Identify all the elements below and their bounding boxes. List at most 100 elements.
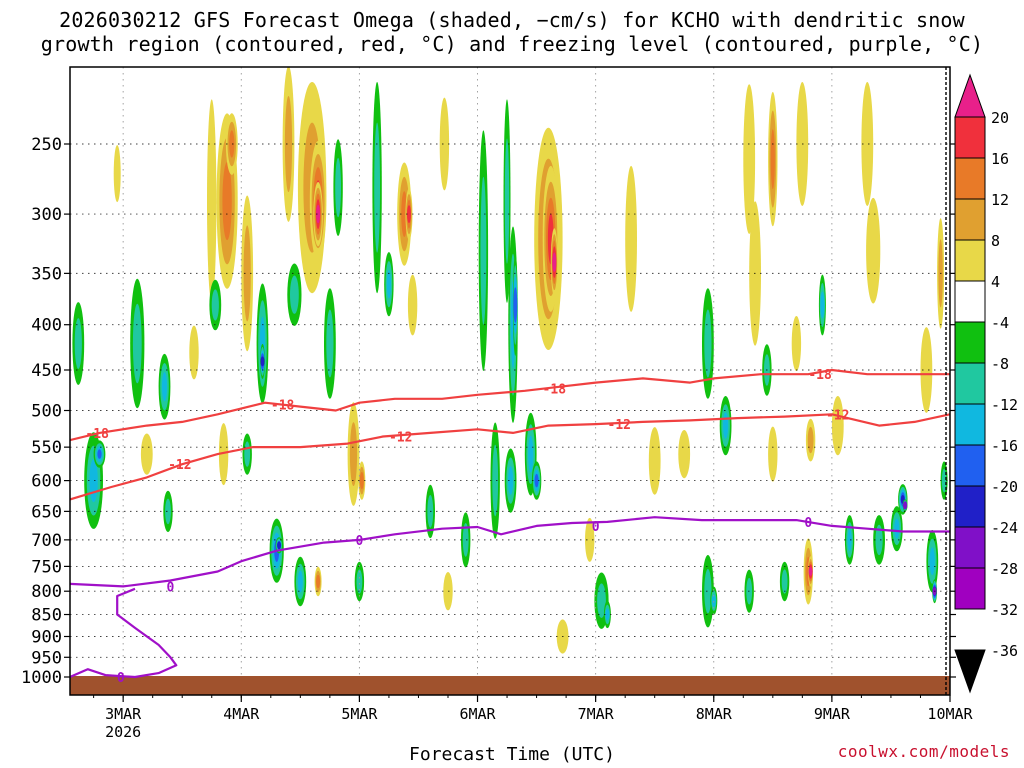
colorbar-label: -16 [991,437,1018,455]
y-tick-label: 800 [31,582,62,602]
omega-contour-fill [113,145,121,203]
omega-contour-fill [894,518,900,539]
omega-contour-fill [132,303,142,384]
omega-feature [407,274,418,336]
colorbar-label: -12 [991,396,1018,414]
omega-contour-fill [207,99,217,303]
colorbar-label: 12 [991,191,1009,209]
credit-link[interactable]: coolwx.com/models [837,742,1010,761]
omega-contour-fill [492,444,499,517]
omega-contour-fill [349,422,358,486]
omega-contour-fill [625,165,637,312]
omega-feature [648,427,661,495]
omega-contour-fill [260,356,265,367]
colorbar-label: 4 [991,273,1000,291]
omega-feature [743,84,756,234]
colorbar-bin [954,526,986,569]
y-tick-label: 950 [31,648,62,668]
omega-feature [163,490,173,533]
y-tick-label: 900 [31,627,62,647]
omega-feature [818,274,826,336]
colorbar-label: -4 [991,314,1009,332]
omega-feature [354,561,365,602]
omega-feature [920,327,933,413]
omega-feature [805,418,816,462]
omega-contour-fill [861,82,874,206]
omega-contour-fill [808,567,813,576]
omega-feature [358,461,366,500]
omega-contour-fill [284,96,293,192]
omega-feature [603,600,611,629]
contour-label: 0 [804,516,812,531]
omega-feature [313,182,323,247]
colorbar-label: 8 [991,232,1000,250]
colorbar-label: 16 [991,150,1009,168]
colorbar-bin [954,239,986,282]
omega-contour-fill [439,97,450,191]
colorbar-label: 20 [991,109,1009,127]
omega-contour-fill [597,583,606,618]
x-tick-label: 8MAR [696,705,733,723]
omega-contour-fill [243,225,251,322]
omega-feature [93,440,106,468]
omega-feature [702,288,714,399]
ground-terrain [70,676,950,695]
omega-feature [72,302,85,385]
omega-feature [225,113,238,175]
omega-contour-fill [743,84,756,234]
x-tick-year-label: 2026 [105,723,141,741]
chart-title-line-1: 2026030212 GFS Forecast Omega (shaded, −… [59,8,965,32]
colorbar-bin [954,485,986,528]
omega-feature [702,555,714,628]
colorbar-label: -8 [991,355,1009,373]
omega-contour-fill [316,574,321,589]
y-tick-label: 500 [31,402,62,422]
contour-label: -18 [543,382,567,397]
omega-contour-fill [929,547,935,576]
omega-feature [531,461,542,500]
omega-contour-fill [513,287,518,323]
omega-feature [844,515,855,565]
y-tick-label: 700 [31,531,62,551]
omega-feature [324,288,336,399]
omega-feature [372,82,382,294]
omega-feature [478,130,489,371]
omega-contour-fill [820,291,825,319]
omega-feature [678,430,691,479]
contour-label: -18 [271,398,295,413]
omega-contour-fill [704,309,712,378]
omega-feature [926,530,939,593]
omega-contour-fill [781,569,788,594]
colorbar-bottom-arrow [954,649,986,694]
y-tick-label: 400 [31,316,62,336]
x-tick-label: 10MAR [927,705,973,723]
colorbar-bin [954,567,986,610]
colorbar-bin [954,116,986,159]
omega-contour-fill [508,466,514,495]
omega-feature [504,448,517,513]
omega-feature [241,195,254,352]
omega-contour-fill [189,325,199,380]
omega-feature [710,586,718,615]
omega-feature [902,499,908,512]
omega-contour-fill [97,449,102,459]
omega-contour-fill [768,426,778,482]
omega-feature [130,278,145,409]
omega-contour-fill [678,430,691,479]
omega-contour-fill [161,372,168,402]
omega-feature [503,99,511,303]
freezing-level-line [70,516,950,588]
omega-feature [768,91,778,227]
omega-contour-fill [711,594,716,607]
colorbar-label: -28 [991,560,1018,578]
x-tick-label: 4MAR [223,705,260,723]
omega-contour-fill [528,435,534,473]
colorbar-bin [954,280,986,323]
omega-contour-fill [165,498,171,525]
omega-feature [461,512,471,568]
omega-feature [940,461,948,500]
omega-contour-fill [407,274,418,336]
contour-label: 0 [592,520,600,535]
